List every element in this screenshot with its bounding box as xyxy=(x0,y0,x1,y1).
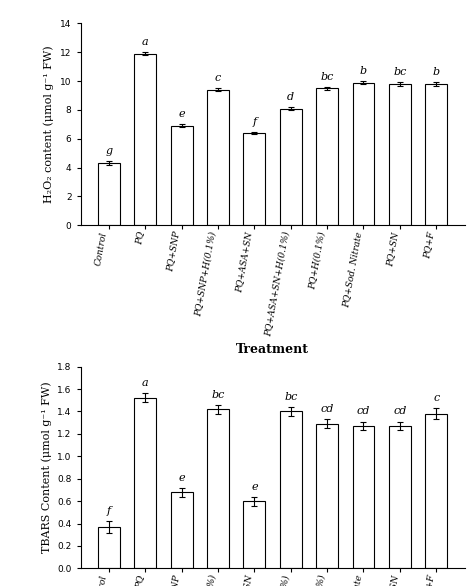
Text: cd: cd xyxy=(393,407,407,417)
Bar xyxy=(98,163,120,225)
Y-axis label: TBARS Content (μmol g⁻¹ FW): TBARS Content (μmol g⁻¹ FW) xyxy=(41,381,52,553)
Text: cd: cd xyxy=(357,407,370,417)
Bar xyxy=(425,84,447,225)
Text: bc: bc xyxy=(284,392,297,402)
Bar xyxy=(316,88,338,225)
Text: e: e xyxy=(251,482,258,492)
Text: cd: cd xyxy=(320,404,334,414)
Bar xyxy=(171,126,192,225)
Text: bc: bc xyxy=(320,71,334,81)
Bar xyxy=(425,414,447,568)
Bar xyxy=(135,398,156,568)
Text: a: a xyxy=(142,379,149,389)
Bar xyxy=(207,90,229,225)
Bar xyxy=(244,501,265,568)
Text: a: a xyxy=(142,37,149,47)
Text: b: b xyxy=(433,67,440,77)
X-axis label: Treatment: Treatment xyxy=(236,343,309,356)
Text: f: f xyxy=(252,117,256,127)
Bar xyxy=(353,426,374,568)
Text: e: e xyxy=(178,473,185,483)
Text: d: d xyxy=(287,92,294,102)
Text: bc: bc xyxy=(211,390,225,400)
Bar xyxy=(353,83,374,225)
Text: g: g xyxy=(105,146,112,156)
Bar xyxy=(244,133,265,225)
Text: c: c xyxy=(433,393,439,403)
Bar xyxy=(135,54,156,225)
Text: c: c xyxy=(215,73,221,83)
Bar xyxy=(389,426,410,568)
Text: b: b xyxy=(360,66,367,76)
Text: bc: bc xyxy=(393,67,407,77)
Bar xyxy=(171,492,192,568)
Bar xyxy=(207,409,229,568)
Bar xyxy=(280,411,301,568)
Text: e: e xyxy=(178,110,185,120)
Bar xyxy=(389,84,410,225)
Text: f: f xyxy=(107,506,111,516)
Bar xyxy=(98,527,120,568)
Bar xyxy=(316,424,338,568)
Y-axis label: H₂O₂ content (μmol g⁻¹ FW): H₂O₂ content (μmol g⁻¹ FW) xyxy=(44,46,55,203)
Bar xyxy=(280,108,301,225)
